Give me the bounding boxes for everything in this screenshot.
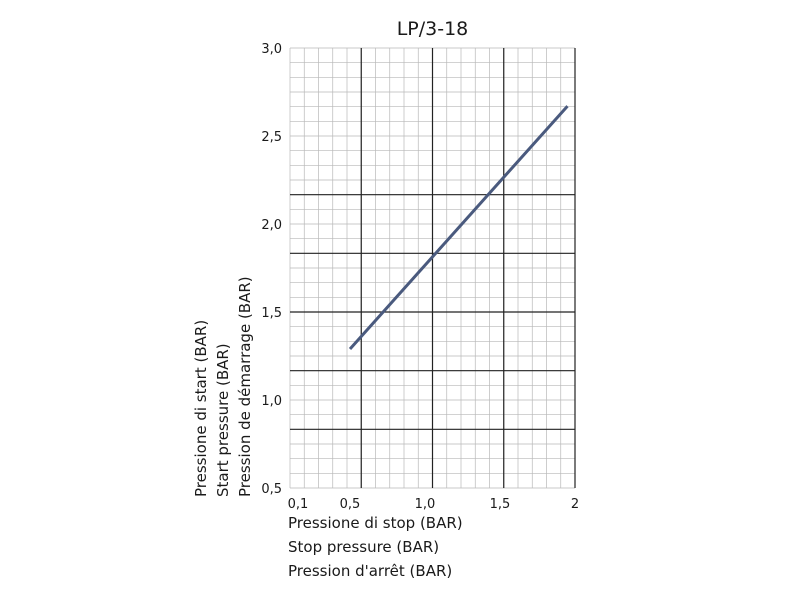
- y-tick-label: 0,5: [261, 482, 282, 497]
- y-tick-labels: 0,5 1,0 1,5 2,0 2,5 3,0: [261, 42, 282, 497]
- y-tick-label: 1,0: [261, 394, 282, 409]
- x-tick-label: 1,5: [490, 497, 511, 512]
- x-tick-labels: 0,1 0,5 1,0 1,5 2: [288, 497, 579, 512]
- y-tick-label: 2,0: [261, 218, 282, 233]
- x-axis-label-french: Pression d'arrêt (BAR): [288, 562, 453, 580]
- x-axis-label-italian: Pressione di stop (BAR): [288, 514, 463, 532]
- x-tick-label: 0,1: [288, 497, 309, 512]
- series-layer: [348, 105, 569, 351]
- y-axis-label-french: Pression de démarrage (BAR): [236, 276, 254, 497]
- chart-title: LP/3-18: [396, 18, 469, 40]
- y-tick-label: 1,5: [261, 306, 282, 321]
- x-tick-label: 2: [571, 497, 579, 512]
- x-tick-label: 0,5: [340, 497, 361, 512]
- y-axis-label-english: Start pressure (BAR): [214, 343, 232, 497]
- x-axis-label-english: Stop pressure (BAR): [288, 538, 440, 556]
- y-axis-label-italian: Pressione di start (BAR): [192, 319, 210, 497]
- major-grid: [290, 48, 576, 488]
- y-tick-label: 3,0: [261, 42, 282, 57]
- y-tick-label: 2,5: [261, 130, 282, 145]
- series-line: [348, 105, 569, 351]
- x-tick-label: 1,0: [415, 497, 436, 512]
